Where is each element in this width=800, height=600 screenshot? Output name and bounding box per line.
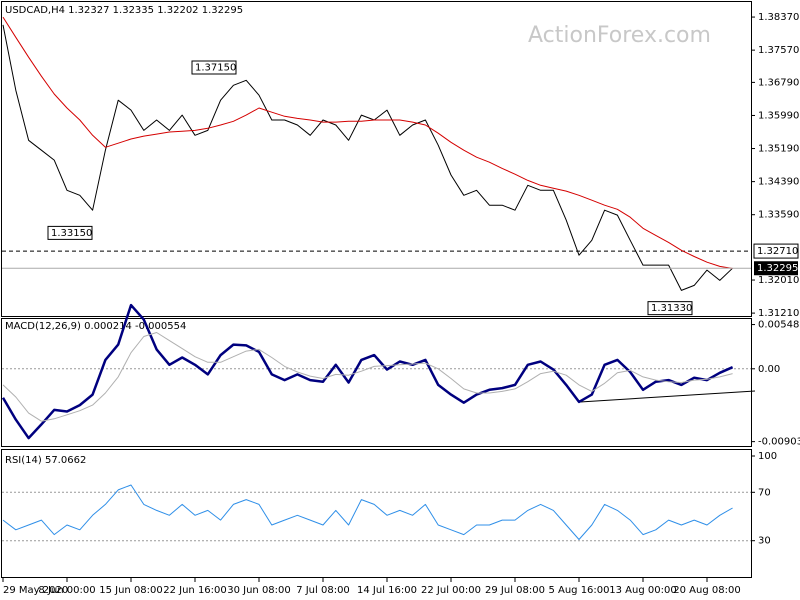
series-line xyxy=(2,16,733,269)
level-label: 1.32710 xyxy=(757,246,798,257)
series-line xyxy=(2,24,733,291)
macd-panel-frame xyxy=(1,318,752,447)
annotation-box xyxy=(47,225,93,240)
x-tick-label: 14 Jul 16:00 xyxy=(357,585,417,596)
x-tick-label: 22 Jun 16:00 xyxy=(163,585,227,596)
y-tick-label: 1.37570 xyxy=(758,45,799,56)
annotation-label: 1.37150 xyxy=(195,63,236,74)
current-price-label: 1.32295 xyxy=(757,263,798,274)
y-tick-label: 30 xyxy=(758,536,771,547)
rsi-panel-frame xyxy=(1,449,752,578)
watermark: ActionForex.com xyxy=(528,23,711,48)
x-tick-label: 22 Jul 00:00 xyxy=(421,585,481,596)
x-tick-label: 13 Aug 00:00 xyxy=(609,585,676,596)
y-tick-label: 1.33590 xyxy=(758,210,799,221)
y-tick-label: 1.36790 xyxy=(758,77,799,88)
panel-title: USDCAD,H4 1.32327 1.32335 1.32202 1.3229… xyxy=(5,5,243,16)
x-tick-label: 7 Jul 08:00 xyxy=(296,585,350,596)
y-tick-label: 1.31210 xyxy=(758,308,799,319)
series-line xyxy=(2,484,733,540)
price-panel-frame xyxy=(1,1,752,317)
annotation-box xyxy=(191,60,237,75)
current-price-box xyxy=(754,261,798,276)
y-tick-label: 1.38370 xyxy=(758,12,799,23)
y-tick-label: 1.34390 xyxy=(758,177,799,188)
panel-title: RSI(14) 57.0662 xyxy=(5,455,86,466)
series-line xyxy=(1,303,734,440)
x-tick-label: 20 Aug 08:00 xyxy=(673,585,740,596)
annotation-label: 1.33150 xyxy=(51,228,92,239)
x-tick-label: 8 Jun 00:00 xyxy=(38,585,95,596)
level-label-box xyxy=(753,243,799,259)
x-tick-label: 29 May 2020 xyxy=(3,585,68,596)
y-tick-label: 1.35190 xyxy=(758,144,799,155)
annotation-box xyxy=(647,301,693,316)
y-tick-label: 1.35990 xyxy=(758,110,799,121)
series-line xyxy=(2,332,733,422)
x-tick-label: 5 Aug 16:00 xyxy=(548,585,609,596)
panel-title: MACD(12,26,9) 0.000214 -0.000554 xyxy=(5,321,186,332)
x-tick-label: 29 Jul 08:00 xyxy=(485,585,545,596)
y-tick-label: 0.005486 xyxy=(758,320,800,331)
y-tick-label: 70 xyxy=(758,487,771,498)
annotation-label: 1.31330 xyxy=(651,303,692,314)
y-tick-label: 0.00 xyxy=(758,364,780,375)
y-tick-label: 100 xyxy=(758,451,777,462)
macd-trendline xyxy=(579,390,756,403)
x-tick-label: 30 Jun 08:00 xyxy=(227,585,291,596)
y-tick-label: 1.32010 xyxy=(758,275,799,286)
y-tick-label: -0.009034 xyxy=(758,437,800,448)
x-tick-label: 15 Jun 08:00 xyxy=(99,585,163,596)
